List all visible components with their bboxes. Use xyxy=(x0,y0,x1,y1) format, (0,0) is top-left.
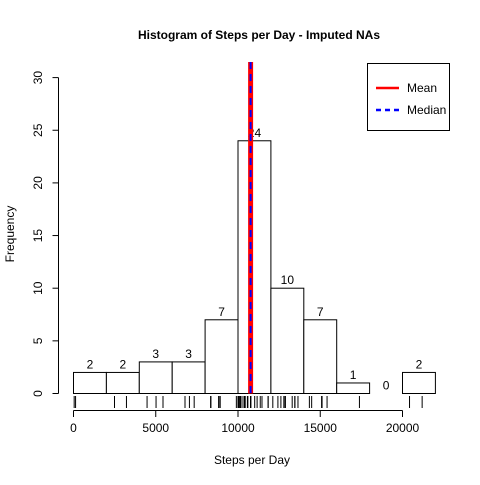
y-tick-label: 20 xyxy=(31,176,45,190)
bar-count-label: 10 xyxy=(281,273,295,287)
x-tick-label: 10000 xyxy=(221,421,255,435)
bar-count-label: 2 xyxy=(416,357,423,371)
bar-count-label: 3 xyxy=(185,347,192,361)
histogram-bar xyxy=(303,319,338,395)
bar-count-label: 2 xyxy=(120,357,127,371)
histogram-bar xyxy=(270,287,305,395)
x-tick-label: 15000 xyxy=(304,421,338,435)
rug-layer xyxy=(73,396,423,408)
y-axis: 0 5 10 15 20 25 30 xyxy=(31,71,59,397)
y-tick-label: 25 xyxy=(31,123,45,137)
y-tick-label: 15 xyxy=(31,229,45,243)
x-axis-label: Steps per Day xyxy=(214,453,290,467)
bar-count-label: 7 xyxy=(218,305,225,319)
histogram-bar xyxy=(237,140,272,394)
histogram-bar xyxy=(336,382,371,395)
bar-count-label: 2 xyxy=(87,357,94,371)
histogram-bar xyxy=(402,371,436,395)
histogram-bar xyxy=(138,361,173,395)
x-tick-label: 20000 xyxy=(386,421,420,435)
bar-count-label: 1 xyxy=(350,368,357,382)
bar-count-label: 7 xyxy=(317,305,324,319)
histogram-bar xyxy=(73,371,107,395)
histogram-bar xyxy=(204,319,239,395)
legend-label: Mean xyxy=(407,81,437,95)
y-tick-label: 5 xyxy=(31,337,45,344)
x-tick-label: 0 xyxy=(70,421,77,435)
x-tick-label: 5000 xyxy=(142,421,169,435)
histogram-bar xyxy=(171,361,206,395)
chart-title: Histogram of Steps per Day - Imputed NAs xyxy=(138,28,380,42)
histogram-bar xyxy=(105,371,140,395)
y-tick-label: 0 xyxy=(31,390,45,397)
x-axis: 0 5000 10000 15000 20000 xyxy=(70,410,420,435)
bar-count-label: 0 xyxy=(383,379,390,393)
bar-count-label: 3 xyxy=(152,347,159,361)
y-axis-label: Frequency xyxy=(3,206,17,263)
bars-layer xyxy=(73,140,436,395)
legend: Mean Median xyxy=(367,63,450,131)
y-tick-label: 30 xyxy=(31,71,45,85)
legend-label: Median xyxy=(407,103,446,117)
legend-box xyxy=(367,63,450,131)
y-tick-label: 10 xyxy=(31,281,45,295)
